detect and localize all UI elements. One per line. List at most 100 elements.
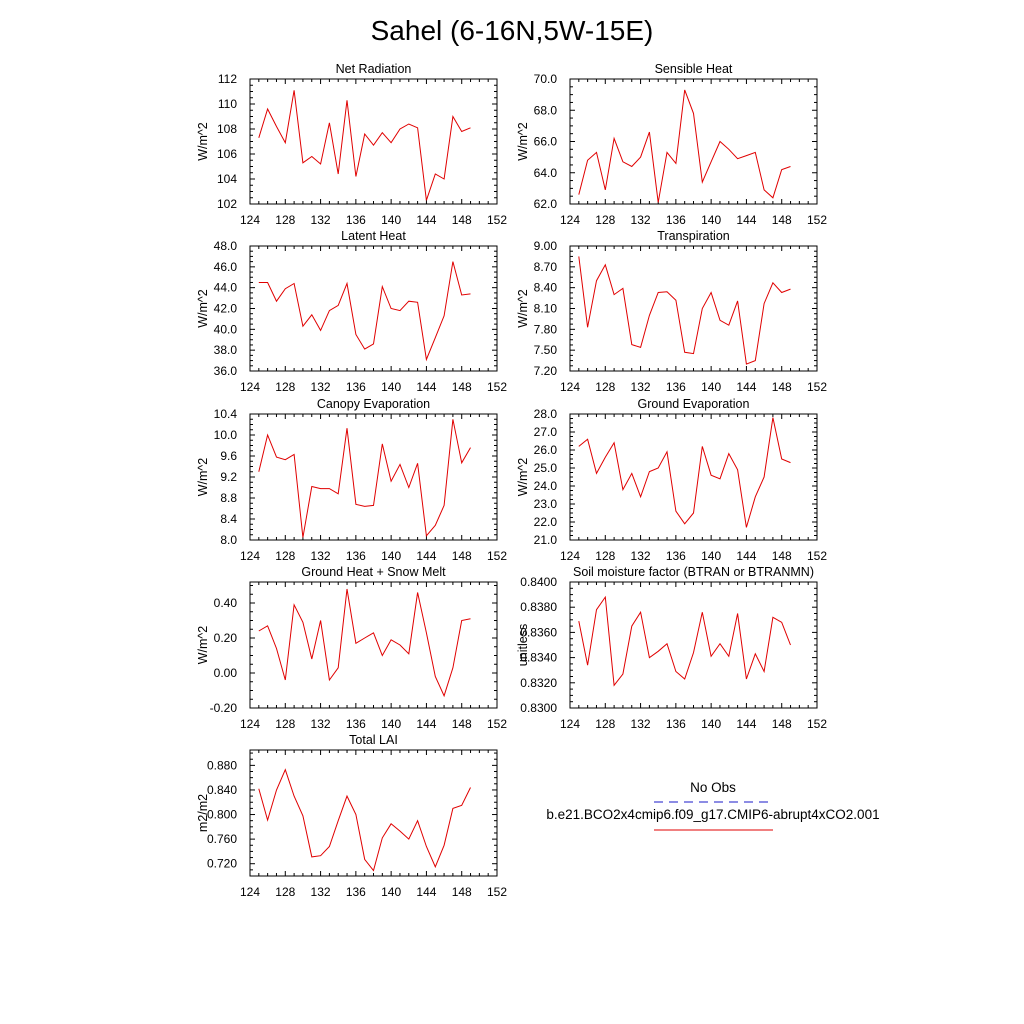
- panel-7: Ground Heat + Snow Melt W/m^2 124 128 132 136…: [196, 565, 507, 731]
- y-tick-label: 0.760: [207, 832, 237, 846]
- series-line: [578, 256, 791, 365]
- y-tick-label: 8.40: [534, 281, 558, 295]
- plot-frame: [249, 581, 498, 709]
- y-tick-label: 23.0: [534, 497, 558, 511]
- series-line: [258, 419, 471, 538]
- y-tick-label: 36.0: [214, 364, 238, 378]
- y-tick-label: 44.0: [214, 281, 238, 295]
- series-line: [258, 90, 471, 201]
- x-tick-label: 124: [240, 213, 260, 227]
- panel-title: Canopy Evaporation: [317, 397, 430, 411]
- y-tick-label: 24.0: [534, 479, 558, 493]
- y-tick-label: 104: [217, 172, 237, 186]
- x-tick-label: 140: [381, 717, 401, 731]
- y-tick-label: 46.0: [214, 260, 238, 274]
- x-tick-label: 132: [631, 213, 651, 227]
- y-tick-label: 110: [218, 97, 237, 111]
- y-tick-label: 0.8400: [520, 575, 557, 589]
- y-tick-label: 10.4: [214, 407, 238, 421]
- y-axis-label: m2/m2: [196, 794, 210, 832]
- series-line: [258, 588, 471, 698]
- x-tick-label: 140: [381, 885, 401, 899]
- x-tick-label: 124: [240, 380, 260, 394]
- x-tick-label: 128: [275, 717, 295, 731]
- y-tick-label: 0.800: [207, 808, 237, 822]
- plot-frame: [569, 413, 818, 541]
- y-tick-label: 40.0: [214, 322, 238, 336]
- x-tick-label: 132: [631, 549, 651, 563]
- x-tick-label: 152: [487, 213, 507, 227]
- x-tick-label: 124: [240, 717, 260, 731]
- y-tick-label: 62.0: [534, 197, 558, 211]
- panel-title: Ground Evaporation: [638, 397, 750, 411]
- panel-9: Total LAI m2/m2 124 128 132 136 140 144 148 152 0.…: [196, 733, 507, 899]
- x-tick-label: 148: [772, 213, 792, 227]
- x-tick-label: 140: [701, 717, 721, 731]
- x-tick-label: 132: [311, 380, 331, 394]
- y-tick-label: 0.8380: [520, 600, 557, 614]
- x-tick-label: 152: [487, 380, 507, 394]
- x-tick-label: 136: [666, 213, 686, 227]
- legend-label-model: b.e21.BCO2x4cmip6.f09_g17.CMIP6-abrupt4x…: [546, 807, 879, 822]
- x-tick-label: 136: [346, 549, 366, 563]
- plot-frame: [569, 581, 818, 709]
- x-tick-label: 140: [381, 549, 401, 563]
- x-tick-label: 136: [346, 885, 366, 899]
- panel-title: Net Radiation: [336, 62, 412, 76]
- x-tick-label: 152: [807, 213, 827, 227]
- panel-1: Net Radiation W/m^2 124 128 132 136 140 144 148 1…: [196, 62, 507, 227]
- x-tick-label: 152: [807, 717, 827, 731]
- panel-title: Ground Heat + Snow Melt: [301, 565, 446, 579]
- x-tick-label: 152: [487, 885, 507, 899]
- y-tick-label: 0.8300: [520, 701, 557, 715]
- x-tick-label: 140: [701, 380, 721, 394]
- y-tick-label: 0.720: [207, 857, 237, 871]
- y-tick-label: 7.50: [534, 343, 558, 357]
- x-tick-label: 152: [487, 717, 507, 731]
- x-tick-label: 144: [416, 549, 436, 563]
- panel-4: Transpiration W/m^2 124 128 132 136 140 144 148 1…: [516, 229, 827, 394]
- x-tick-label: 132: [311, 717, 331, 731]
- y-axis-label: W/m^2: [196, 458, 210, 497]
- y-tick-label: 0.00: [214, 666, 238, 680]
- x-tick-label: 128: [595, 213, 615, 227]
- figure-title: Sahel (6-16N,5W-15E): [371, 15, 654, 46]
- y-tick-label: 48.0: [214, 239, 238, 253]
- x-tick-label: 136: [666, 717, 686, 731]
- panel-title: Transpiration: [657, 229, 730, 243]
- y-tick-label: 108: [217, 122, 237, 136]
- y-tick-label: 9.6: [220, 449, 237, 463]
- y-tick-label: 8.4: [220, 512, 237, 526]
- y-tick-label: 8.70: [534, 260, 558, 274]
- x-tick-label: 152: [487, 549, 507, 563]
- x-tick-label: 128: [595, 717, 615, 731]
- x-tick-label: 132: [631, 380, 651, 394]
- y-tick-label: 10.0: [214, 428, 238, 442]
- x-tick-label: 144: [416, 380, 436, 394]
- x-tick-label: 124: [240, 885, 260, 899]
- y-tick-label: 7.80: [534, 322, 558, 336]
- x-tick-label: 136: [666, 380, 686, 394]
- y-tick-label: 42.0: [214, 302, 238, 316]
- plot-frame: [249, 245, 498, 372]
- y-tick-label: 9.2: [220, 470, 237, 484]
- series-line: [578, 89, 791, 203]
- y-tick-label: 64.0: [534, 166, 558, 180]
- x-tick-label: 124: [560, 717, 580, 731]
- panel-title: Total LAI: [349, 733, 398, 747]
- y-tick-label: 26.0: [534, 443, 558, 457]
- x-tick-label: 144: [416, 885, 436, 899]
- x-tick-label: 144: [416, 717, 436, 731]
- y-tick-label: 8.8: [220, 491, 237, 505]
- x-tick-label: 128: [595, 549, 615, 563]
- x-tick-label: 128: [595, 380, 615, 394]
- x-tick-label: 124: [560, 380, 580, 394]
- x-tick-label: 124: [240, 549, 260, 563]
- y-tick-label: 0.8320: [520, 676, 557, 690]
- series-line: [578, 595, 791, 687]
- y-tick-label: 7.20: [534, 364, 558, 378]
- x-tick-label: 148: [452, 380, 472, 394]
- x-tick-label: 132: [311, 549, 331, 563]
- y-tick-label: 0.880: [207, 758, 237, 772]
